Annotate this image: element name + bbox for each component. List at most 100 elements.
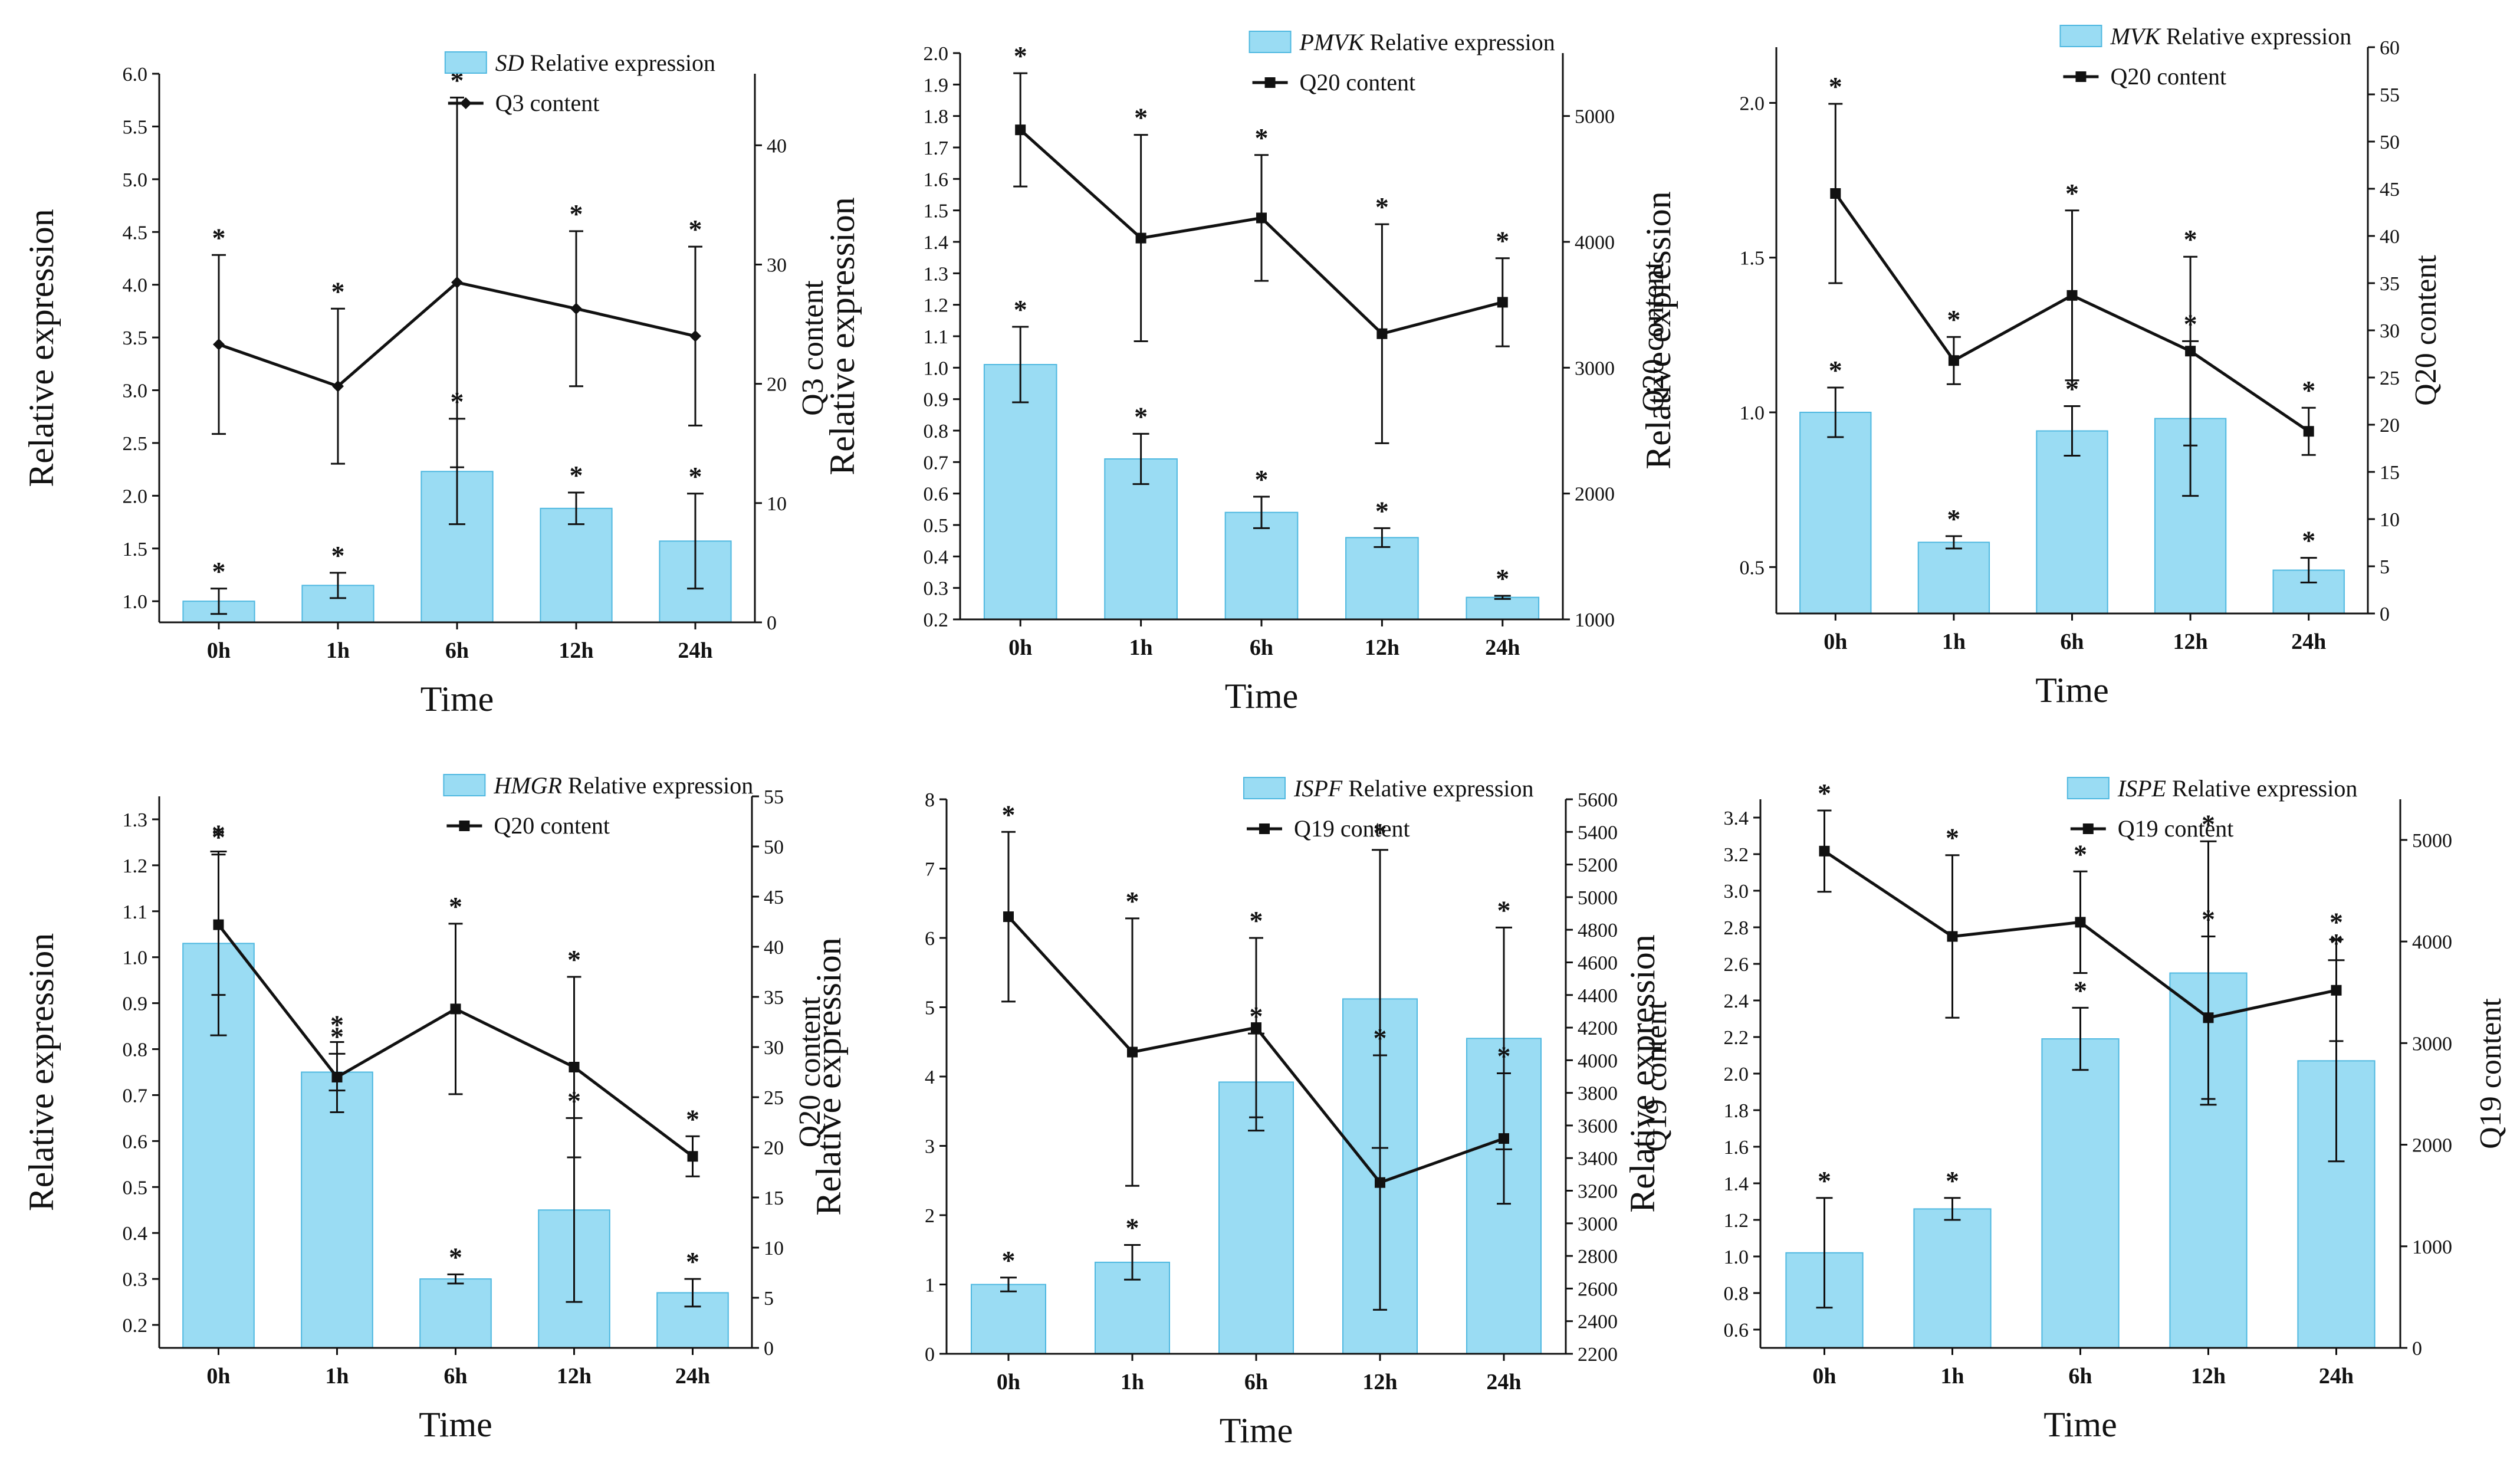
line-point-0h [1015, 124, 1026, 136]
y-tick-label: 3.0 [123, 380, 148, 402]
y2-tick-label: 5000 [1575, 106, 1615, 128]
legend-gene-name: SD [495, 50, 524, 76]
y-tick-label: 7 [925, 859, 935, 881]
legend-gene-name: HMGR [493, 772, 562, 799]
legend-bar-suffix: Relative expression [524, 50, 715, 76]
line-point-24h [2331, 985, 2342, 996]
y-tick-label: 6 [925, 928, 935, 950]
legend-bar-suffix: Relative expression [562, 772, 753, 799]
y-tick-label: 1.2 [123, 855, 148, 877]
y-tick-label: 1.5 [1740, 248, 1765, 270]
y2-axis-title: Q19 content [2474, 998, 2508, 1149]
x-axis-title: Time [2035, 671, 2109, 710]
y2-tick-label: 0 [767, 612, 777, 634]
y-tick-label: 0.4 [123, 1223, 148, 1245]
line-point-12h [1375, 1177, 1385, 1188]
y-tick-label: 1.5 [924, 201, 949, 222]
line-point-1h [332, 380, 344, 392]
legend-bar-label: ISPE Relative expression [2117, 775, 2358, 802]
chart-panel-ispf: **********012345678220024002600280030003… [809, 775, 1673, 1450]
x-tick-label: 12h [1362, 1370, 1397, 1394]
y2-tick-label: 2000 [2412, 1135, 2452, 1157]
legend-bar-label: HMGR Relative expression [493, 772, 753, 799]
bar-significance-star: * [1014, 294, 1027, 324]
y-tick-label: 1.6 [1724, 1137, 1749, 1159]
y-axis-title: Relative expression [22, 209, 61, 487]
y-tick-label: 4.5 [123, 222, 148, 244]
y2-tick-label: 2200 [1578, 1344, 1618, 1366]
y2-tick-label: 3800 [1578, 1083, 1618, 1105]
y2-tick-label: 2400 [1578, 1311, 1618, 1333]
legend-bar-suffix: Relative expression [2166, 775, 2357, 802]
y-tick-label: 4.0 [123, 275, 148, 297]
y2-tick-label: 40 [2380, 226, 2400, 248]
y-tick-label: 0.2 [924, 609, 949, 631]
bar-significance-star: * [1946, 1166, 1959, 1196]
y-tick-label: 3.0 [1724, 881, 1749, 903]
line-significance-star: * [1947, 304, 1960, 334]
legend-bar-suffix: Relative expression [2160, 23, 2351, 50]
line-point-0h [1003, 911, 1014, 923]
y-tick-label: 2.0 [1724, 1064, 1749, 1085]
y-tick-label: 5 [925, 998, 935, 1019]
y2-tick-label: 35 [764, 987, 784, 1009]
y2-tick-label: 30 [767, 254, 787, 276]
bar-1h [1104, 458, 1178, 620]
x-tick-label: 6h [445, 638, 469, 663]
legend-gene-name: MVK [2110, 23, 2161, 50]
bar-0h [971, 1284, 1046, 1354]
y2-tick-label: 5000 [1578, 887, 1618, 909]
y-tick-label: 2.5 [123, 433, 148, 455]
x-tick-label: 6h [1244, 1370, 1268, 1394]
line-point-12h [2185, 346, 2196, 357]
y2-tick-label: 5200 [1578, 855, 1618, 877]
line-point-0h [213, 919, 224, 930]
x-tick-label: 24h [1485, 635, 1520, 660]
y-tick-label: 0.7 [924, 452, 949, 474]
y-tick-label: 3.5 [123, 327, 148, 349]
line-point-6h [451, 276, 463, 288]
line-significance-star: * [331, 276, 345, 306]
y-tick-label: 1.2 [924, 295, 949, 317]
bar-6h [1224, 511, 1299, 621]
bar-significance-star: * [1255, 464, 1269, 494]
y2-tick-label: 3200 [1578, 1181, 1618, 1203]
x-tick-label: 24h [2291, 629, 2326, 654]
y2-tick-label: 55 [2380, 84, 2400, 106]
bar-significance-star: * [570, 460, 583, 490]
y2-tick-label: 20 [767, 374, 787, 396]
x-tick-label: 1h [1121, 1370, 1144, 1394]
x-tick-label: 6h [443, 1364, 467, 1389]
y-tick-label: 3 [925, 1136, 935, 1158]
y2-tick-label: 55 [764, 786, 784, 808]
line-significance-star: * [330, 1010, 344, 1040]
bar-significance-star: * [1496, 563, 1509, 593]
y-tick-label: 2.6 [1724, 954, 1749, 976]
line-significance-star: * [1134, 103, 1148, 133]
legend-bar-swatch [1243, 777, 1286, 799]
line-point-6h [2066, 290, 2078, 301]
line-point-24h [1499, 1133, 1509, 1144]
legend-bar-swatch [2066, 777, 2110, 799]
y2-tick-label: 3600 [1578, 1115, 1618, 1137]
y-tick-label: 1.4 [1724, 1173, 1749, 1195]
y2-tick-label: 4000 [1575, 232, 1615, 254]
line-significance-star: * [1497, 1041, 1511, 1071]
y2-tick-label: 45 [764, 887, 784, 908]
y2-tick-label: 30 [764, 1037, 784, 1059]
x-axis-title: Time [1225, 677, 1299, 716]
y-tick-label: 1.5 [123, 539, 148, 560]
y2-tick-label: 15 [2380, 462, 2400, 484]
bar-significance-star: * [330, 1021, 344, 1051]
y-tick-label: 5.5 [123, 116, 148, 138]
x-tick-label: 1h [326, 638, 350, 663]
legend-bar-swatch [444, 51, 487, 74]
legend-bar-label: MVK Relative expression [2110, 23, 2351, 50]
line-significance-star: * [2074, 839, 2087, 869]
y2-tick-label: 50 [764, 836, 784, 858]
x-tick-label: 12h [558, 638, 593, 663]
y-tick-label: 1.0 [1740, 402, 1765, 424]
line-significance-star: * [1374, 1023, 1387, 1053]
y2-tick-label: 4200 [1578, 1018, 1618, 1039]
x-tick-label: 0h [1008, 635, 1032, 660]
